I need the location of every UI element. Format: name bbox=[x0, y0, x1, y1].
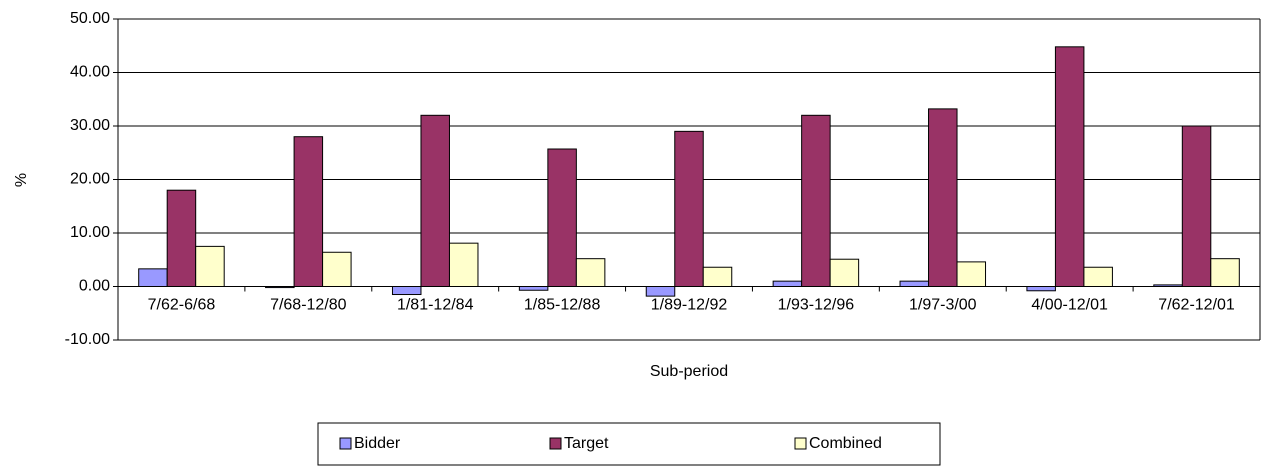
bar bbox=[293, 136, 324, 287]
bar bbox=[166, 189, 197, 287]
bar bbox=[956, 261, 987, 288]
y-axis-title: % bbox=[13, 173, 30, 187]
x-tick-label: 1/97-3/00 bbox=[909, 297, 977, 314]
x-axis-title: Sub-period bbox=[650, 363, 728, 380]
legend-swatch bbox=[794, 437, 807, 450]
y-tick-label: 10.00 bbox=[70, 224, 110, 241]
bar bbox=[1054, 46, 1085, 287]
bar bbox=[1026, 286, 1056, 292]
y-tick-label: -10.00 bbox=[65, 331, 110, 348]
bar bbox=[1083, 266, 1113, 287]
bar bbox=[518, 286, 549, 291]
bar bbox=[575, 258, 606, 287]
bar bbox=[547, 148, 577, 287]
legend-label: Target bbox=[564, 435, 609, 452]
bar bbox=[420, 114, 450, 287]
y-tick-label: 30.00 bbox=[70, 117, 110, 134]
bar bbox=[928, 108, 958, 287]
x-tick-label: 4/00-12/01 bbox=[1031, 297, 1108, 314]
bar bbox=[322, 251, 352, 287]
bar bbox=[195, 245, 225, 287]
legend-swatch bbox=[339, 437, 352, 450]
x-tick-label: 1/89-12/92 bbox=[651, 297, 728, 314]
bar bbox=[645, 286, 676, 297]
legend-label: Bidder bbox=[354, 435, 401, 452]
bar bbox=[1210, 258, 1240, 287]
bar bbox=[899, 280, 930, 287]
y-tick-label: 40.00 bbox=[70, 64, 110, 81]
bar bbox=[674, 130, 704, 287]
x-tick-label: 1/93-12/96 bbox=[778, 297, 855, 314]
bar bbox=[702, 266, 733, 287]
bar bbox=[772, 280, 803, 287]
bar bbox=[801, 114, 831, 287]
bar bbox=[1181, 125, 1212, 287]
x-tick-label: 7/62-12/01 bbox=[1158, 297, 1235, 314]
bar bbox=[829, 258, 860, 287]
legend-swatch bbox=[549, 437, 562, 450]
legend-box bbox=[317, 422, 941, 466]
bar bbox=[391, 286, 422, 296]
y-tick-label: 50.00 bbox=[70, 10, 110, 27]
x-tick-label: 1/81-12/84 bbox=[397, 297, 474, 314]
x-tick-label: 1/85-12/88 bbox=[524, 297, 601, 314]
x-tick-label: 7/62-6/68 bbox=[148, 297, 216, 314]
legend-label: Combined bbox=[809, 435, 882, 452]
bar bbox=[138, 268, 168, 288]
bar bbox=[448, 242, 479, 287]
y-tick-label: 20.00 bbox=[70, 171, 110, 188]
x-tick-label: 7/68-12/80 bbox=[270, 297, 347, 314]
y-tick-label: 0.00 bbox=[79, 278, 110, 295]
